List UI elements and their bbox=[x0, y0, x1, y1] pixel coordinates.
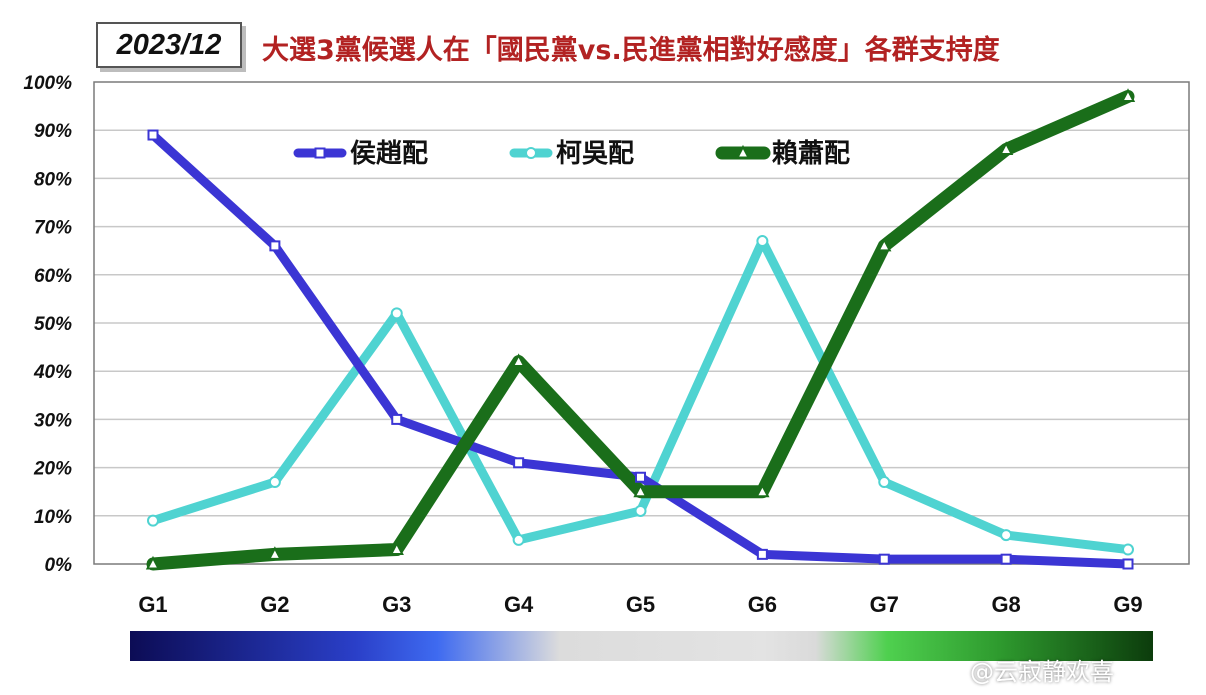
x-tick-label: G3 bbox=[382, 592, 411, 617]
data-point bbox=[269, 240, 281, 252]
y-tick-label: 10% bbox=[34, 507, 72, 528]
series-markers bbox=[145, 88, 1136, 570]
data-point bbox=[878, 553, 890, 565]
data-point bbox=[513, 457, 525, 469]
legend-label: 賴蕭配 bbox=[772, 139, 850, 169]
data-point bbox=[635, 471, 646, 483]
data-point bbox=[1122, 543, 1134, 556]
x-tick-label: G8 bbox=[991, 592, 1020, 617]
data-point bbox=[1000, 553, 1012, 565]
data-point bbox=[147, 514, 159, 527]
y-tick-label: 0% bbox=[45, 555, 73, 576]
legend-marker bbox=[314, 147, 326, 159]
y-tick-label: 40% bbox=[33, 362, 72, 383]
grid-lines bbox=[94, 129, 1189, 517]
x-tick-label: G2 bbox=[260, 592, 289, 617]
x-tick-label: G4 bbox=[504, 592, 534, 617]
data-point bbox=[391, 413, 403, 425]
watermark-text: @云寂静欢喜 bbox=[970, 658, 1114, 686]
x-tick-label: G7 bbox=[870, 592, 899, 617]
y-axis-ticks: 0% 10% 20% 30% 40% 50% 60% 70% 80% 90% 100% bbox=[23, 73, 72, 576]
data-point bbox=[878, 476, 891, 489]
data-point bbox=[877, 237, 892, 252]
series-line bbox=[148, 130, 1133, 569]
legend-label: 柯吳配 bbox=[556, 139, 634, 169]
data-point bbox=[390, 307, 403, 320]
legend-marker bbox=[525, 147, 537, 159]
data-point bbox=[512, 533, 525, 546]
y-tick-label: 70% bbox=[34, 218, 72, 239]
y-tick-label: 30% bbox=[34, 410, 72, 431]
data-point bbox=[756, 548, 768, 560]
legend-marker bbox=[735, 144, 751, 159]
x-tick-label: G1 bbox=[138, 592, 167, 617]
y-tick-label: 90% bbox=[34, 121, 72, 142]
data-point bbox=[998, 141, 1014, 155]
y-tick-label: 50% bbox=[34, 314, 72, 335]
spectrum-gradient-bar bbox=[130, 631, 1153, 661]
y-tick-label: 20% bbox=[33, 459, 72, 480]
data-point bbox=[145, 555, 161, 570]
date-label: 2023/12 bbox=[96, 22, 242, 68]
data-point bbox=[267, 546, 283, 560]
y-tick-label: 80% bbox=[34, 169, 72, 190]
data-point bbox=[633, 483, 648, 498]
data-point bbox=[1122, 558, 1134, 570]
chart-legend: 侯趙配 柯吳配 賴蕭配 bbox=[293, 139, 850, 169]
x-tick-label: G6 bbox=[748, 592, 777, 617]
data-point bbox=[756, 235, 769, 248]
data-point bbox=[634, 504, 647, 517]
data-point bbox=[1000, 529, 1013, 542]
data-point bbox=[147, 129, 159, 141]
plot-area-border bbox=[93, 81, 1190, 565]
data-point bbox=[511, 353, 526, 368]
data-point bbox=[1120, 88, 1136, 102]
x-axis-ticks: G1 G2 G3 G4 G5 G6 G7 G8 G9 bbox=[138, 592, 1142, 617]
x-tick-label: G5 bbox=[626, 592, 655, 617]
chart-title: 大選3黨候選人在「國民黨vs.民進黨相對好感度」各群支持度 bbox=[262, 35, 1000, 66]
legend-label: 侯趙配 bbox=[350, 139, 428, 169]
y-tick-label: 60% bbox=[34, 266, 72, 287]
data-point bbox=[389, 541, 404, 556]
y-tick-label: 100% bbox=[23, 73, 72, 94]
data-point bbox=[755, 483, 770, 498]
data-point bbox=[268, 476, 281, 489]
x-tick-label: G9 bbox=[1113, 592, 1142, 617]
